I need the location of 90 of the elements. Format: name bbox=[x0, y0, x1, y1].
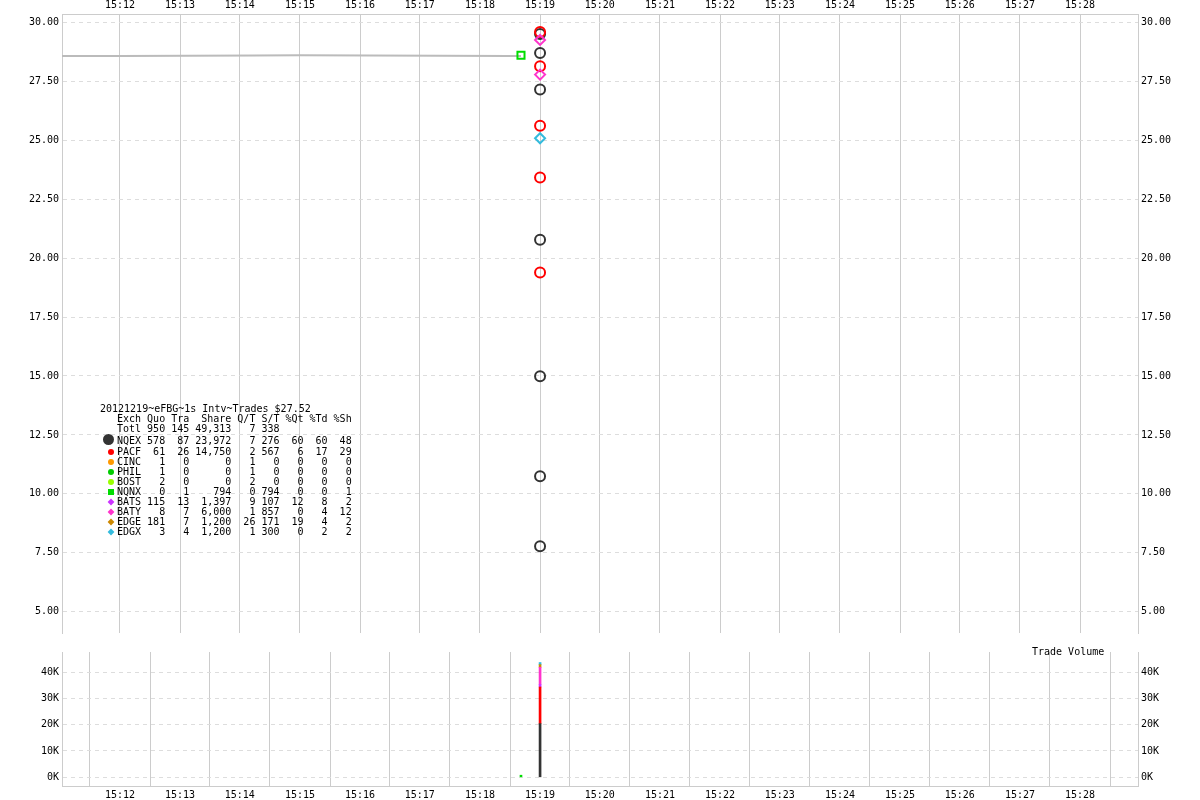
y2-tick-label: 0K bbox=[1141, 770, 1154, 782]
x-tick-label: 15:21 bbox=[644, 0, 675, 10]
y2-tick-label: 27.50 bbox=[1141, 74, 1172, 86]
y-tick-label: 10.00 bbox=[28, 487, 59, 499]
y2-tick-label: 22.50 bbox=[1141, 192, 1172, 204]
y2-tick-label: 17.50 bbox=[1141, 310, 1172, 322]
y2-tick-label: 12.50 bbox=[1141, 428, 1172, 440]
y-tick-label: 5.00 bbox=[34, 605, 59, 617]
x-tick-label: 15:20 bbox=[584, 788, 615, 800]
y-tick-label: 10K bbox=[40, 744, 59, 756]
y-tick-label: 27.50 bbox=[28, 74, 59, 86]
y2-tick-label: 10K bbox=[1141, 744, 1160, 756]
x-tick-label: 15:24 bbox=[824, 788, 855, 800]
x-tick-label: 15:27 bbox=[1004, 0, 1035, 10]
x-tick-label: 15:13 bbox=[165, 788, 196, 800]
x-tick-label: 15:23 bbox=[764, 0, 795, 10]
annotation: Trade Volume bbox=[1032, 646, 1105, 657]
x-tick-label: 15:16 bbox=[345, 788, 376, 800]
x-tick-label: 15:22 bbox=[705, 788, 736, 800]
y-tick-label: 7.50 bbox=[34, 546, 59, 558]
y2-tick-label: 7.50 bbox=[1141, 546, 1166, 558]
x-tick-label: 15:22 bbox=[705, 0, 736, 10]
text: 578 87 23,972 7 276 60 60 48 bbox=[147, 434, 352, 446]
x-tick-label: 15:20 bbox=[584, 0, 615, 10]
x-tick-label: 15:15 bbox=[284, 788, 316, 800]
x-tick-label: 15:28 bbox=[1064, 0, 1096, 10]
legend-label: BATS bbox=[117, 496, 143, 507]
legend-label: NQNX bbox=[117, 486, 143, 497]
text: 1 0 0 1 0 0 0 0 bbox=[159, 466, 352, 477]
text: 61 26 14,750 2 567 6 17 29 bbox=[153, 446, 352, 457]
text: 8 7 6,000 1 857 0 4 12 bbox=[159, 506, 352, 517]
x-tick-label: 15:12 bbox=[104, 0, 136, 10]
x-tick-label: 15:18 bbox=[464, 0, 495, 10]
y-tick-label: 0K bbox=[46, 770, 59, 782]
legend-label: NQEX bbox=[117, 434, 143, 447]
y2-tick-label: 10.00 bbox=[1141, 487, 1172, 499]
x-tick-label: 15:28 bbox=[1064, 788, 1096, 800]
x-tick-label: 15:14 bbox=[224, 788, 255, 800]
legend-label: EDGE bbox=[117, 516, 143, 527]
x-tick-label: 15:17 bbox=[404, 788, 435, 800]
y-tick-label: 30K bbox=[40, 691, 59, 703]
y-tick-label: 22.50 bbox=[28, 192, 59, 204]
y-tick-label: 25.00 bbox=[28, 133, 59, 145]
y2-tick-label: 40K bbox=[1141, 665, 1160, 677]
x-tick-label: 15:14 bbox=[224, 0, 255, 10]
x-tick-label: 15:19 bbox=[525, 0, 556, 10]
legend-label: EDGX bbox=[117, 526, 143, 537]
y-tick-label: 12.50 bbox=[28, 428, 59, 440]
text: 1 0 0 1 0 0 0 0 bbox=[159, 456, 352, 467]
x-tick-label: 15:18 bbox=[464, 788, 495, 800]
text: Totl 950 145 49,313 7 338 bbox=[117, 423, 280, 434]
text: 0 1 794 0 794 0 0 1 bbox=[159, 486, 352, 497]
y2-tick-label: 30.00 bbox=[1141, 15, 1172, 27]
y2-tick-label: 20K bbox=[1141, 718, 1160, 730]
y-tick-label: 15.00 bbox=[28, 369, 59, 381]
x-tick-label: 15:27 bbox=[1004, 788, 1035, 800]
x-tick-label: 15:19 bbox=[525, 788, 556, 800]
x-tick-label: 15:15 bbox=[284, 0, 316, 10]
x-tick-label: 15:21 bbox=[644, 788, 675, 800]
text: 181 7 1,200 26 171 19 4 2 bbox=[147, 516, 352, 527]
y2-tick-label: 30K bbox=[1141, 691, 1160, 703]
x-tick-label: 15:12 bbox=[104, 788, 136, 800]
text: Exch Quo Tra Share Q/T S/T %Qt %Td %Sh bbox=[117, 413, 352, 424]
y2-tick-label: 15.00 bbox=[1141, 369, 1172, 381]
y-tick-label: 17.50 bbox=[28, 310, 59, 322]
text: 115 13 1,397 9 107 12 8 2 bbox=[147, 496, 352, 507]
y-tick-label: 20.00 bbox=[28, 251, 59, 263]
legend-label: BATY bbox=[117, 506, 143, 517]
x-tick-label: 15:17 bbox=[404, 0, 435, 10]
legend-label: CINC bbox=[117, 456, 143, 467]
text: 20121219~eFBG~1s Intv~Trades $27.52 bbox=[100, 403, 312, 414]
legend-label: PHIL bbox=[117, 466, 143, 477]
x-tick-label: 15:26 bbox=[944, 788, 975, 800]
y2-tick-label: 20.00 bbox=[1141, 251, 1172, 263]
legend-label: PACF bbox=[117, 446, 143, 457]
x-tick-label: 15:23 bbox=[764, 788, 795, 800]
x-tick-label: 15:24 bbox=[824, 0, 855, 10]
x-tick-label: 15:25 bbox=[884, 788, 916, 800]
y2-tick-label: 5.00 bbox=[1141, 605, 1166, 617]
text: 3 4 1,200 1 300 0 2 2 bbox=[159, 526, 352, 537]
x-tick-label: 15:13 bbox=[165, 0, 196, 10]
legend-label: BOST bbox=[117, 476, 143, 487]
y-tick-label: 40K bbox=[40, 665, 59, 677]
y-tick-label: 20K bbox=[40, 718, 59, 730]
y2-tick-label: 25.00 bbox=[1141, 133, 1172, 145]
text: 2 0 0 2 0 0 0 0 bbox=[159, 476, 352, 487]
x-tick-label: 15:16 bbox=[345, 0, 376, 10]
y-tick-label: 30.00 bbox=[28, 15, 59, 27]
x-tick-label: 15:25 bbox=[884, 0, 916, 10]
x-tick-label: 15:26 bbox=[944, 0, 975, 10]
